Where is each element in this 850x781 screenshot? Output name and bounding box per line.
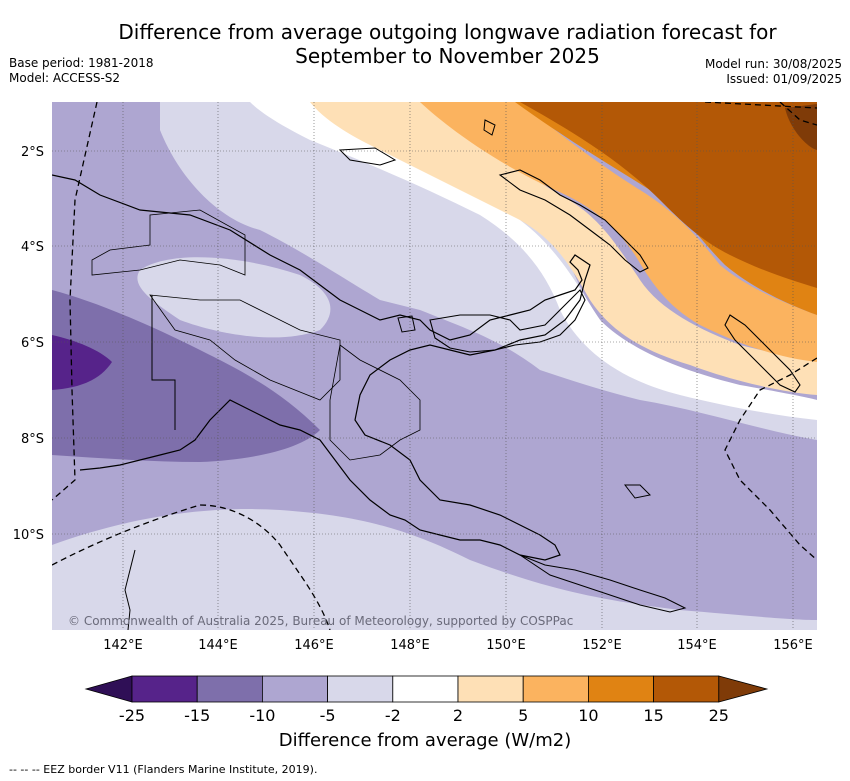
lat-label: 6°S (21, 336, 44, 351)
colorbar: -25 -15 -10 -5 -2 2 5 10 15 25 (84, 675, 769, 725)
model-name: Model: ACCESS-S2 (9, 71, 121, 85)
lat-label: 8°S (21, 432, 44, 447)
band-minus5 (160, 102, 817, 440)
colorbar-swatch (392, 675, 459, 703)
lon-label: 150°E (486, 638, 526, 653)
band-minus5-south (52, 509, 817, 630)
lon-label: 148°E (390, 638, 430, 653)
title-line-1: Difference from average outgoing longwav… (118, 20, 777, 44)
lon-label: 154°E (677, 638, 717, 653)
meta-right: Model run: 30/08/2025 Issued: 01/09/2025 (705, 57, 842, 87)
colorbar-swatch (261, 675, 328, 703)
lat-label: 2°S (21, 145, 44, 160)
colorbar-swatch (653, 675, 720, 703)
colorbar-swatch (522, 675, 589, 703)
title-line-2: September to November 2025 (295, 44, 600, 68)
colorbar-swatch (327, 675, 394, 703)
base-period: Base period: 1981-2018 (9, 56, 154, 70)
colorbar-swatch (131, 675, 198, 703)
band-minus5-center (137, 257, 331, 338)
lon-label: 156°E (773, 638, 813, 653)
band-minus15 (52, 335, 112, 390)
model-run: Model run: 30/08/2025 (704, 57, 842, 71)
lon-label: 142°E (103, 638, 143, 653)
colorbar-tick-label: -5 (320, 706, 336, 725)
colorbar-swatch (196, 675, 263, 703)
colorbar-arrow-right (718, 675, 769, 703)
meta-left: Base period: 1981-2018 Model: ACCESS-S2 (9, 56, 154, 86)
land-outline (52, 174, 591, 561)
issued-date: Issued: 01/09/2025 (726, 72, 842, 86)
colorbar-tick-label: -25 (119, 706, 145, 725)
band-minus10 (52, 290, 320, 462)
colorbar-tick-label: -15 (184, 706, 210, 725)
lon-label: 152°E (582, 638, 622, 653)
colorbar-arrow-left (84, 675, 133, 703)
colorbar-label: Difference from average (W/m2) (278, 730, 572, 751)
band-plus5 (420, 102, 817, 362)
band-plus25 (785, 104, 817, 150)
colorbar-tick-label: 15 (643, 706, 663, 725)
colorbar-swatch (457, 675, 524, 703)
colorbar-tick-label: 2 (453, 706, 463, 725)
band-plus2 (310, 102, 817, 395)
colorbar-tick-label: -2 (385, 706, 401, 725)
lat-label: 10°S (13, 528, 44, 543)
band-neutral (250, 102, 817, 420)
lon-label: 144°E (198, 638, 238, 653)
lat-label: 4°S (21, 240, 44, 255)
copyright-text: © Commonwealth of Australia 2025, Bureau… (68, 614, 573, 628)
colorbar-tick-label: 10 (578, 706, 598, 725)
band-plus15 (520, 102, 817, 288)
colorbar-tick-label: 5 (518, 706, 528, 725)
new-britain (429, 289, 586, 353)
colorbar-swatch (588, 675, 655, 703)
new-ireland (498, 169, 649, 273)
map-title: Difference from average outgoing longwav… (80, 20, 815, 68)
lon-label: 146°E (294, 638, 334, 653)
australia-coast (124, 549, 136, 630)
bougainville (724, 314, 801, 393)
eez-footnote: -- -- -- EEZ border V11 (Flanders Marine… (9, 763, 318, 776)
colorbar-tick-label: 25 (709, 706, 729, 725)
colorbar-tick-label: -10 (249, 706, 275, 725)
band-plus10 (515, 102, 817, 315)
